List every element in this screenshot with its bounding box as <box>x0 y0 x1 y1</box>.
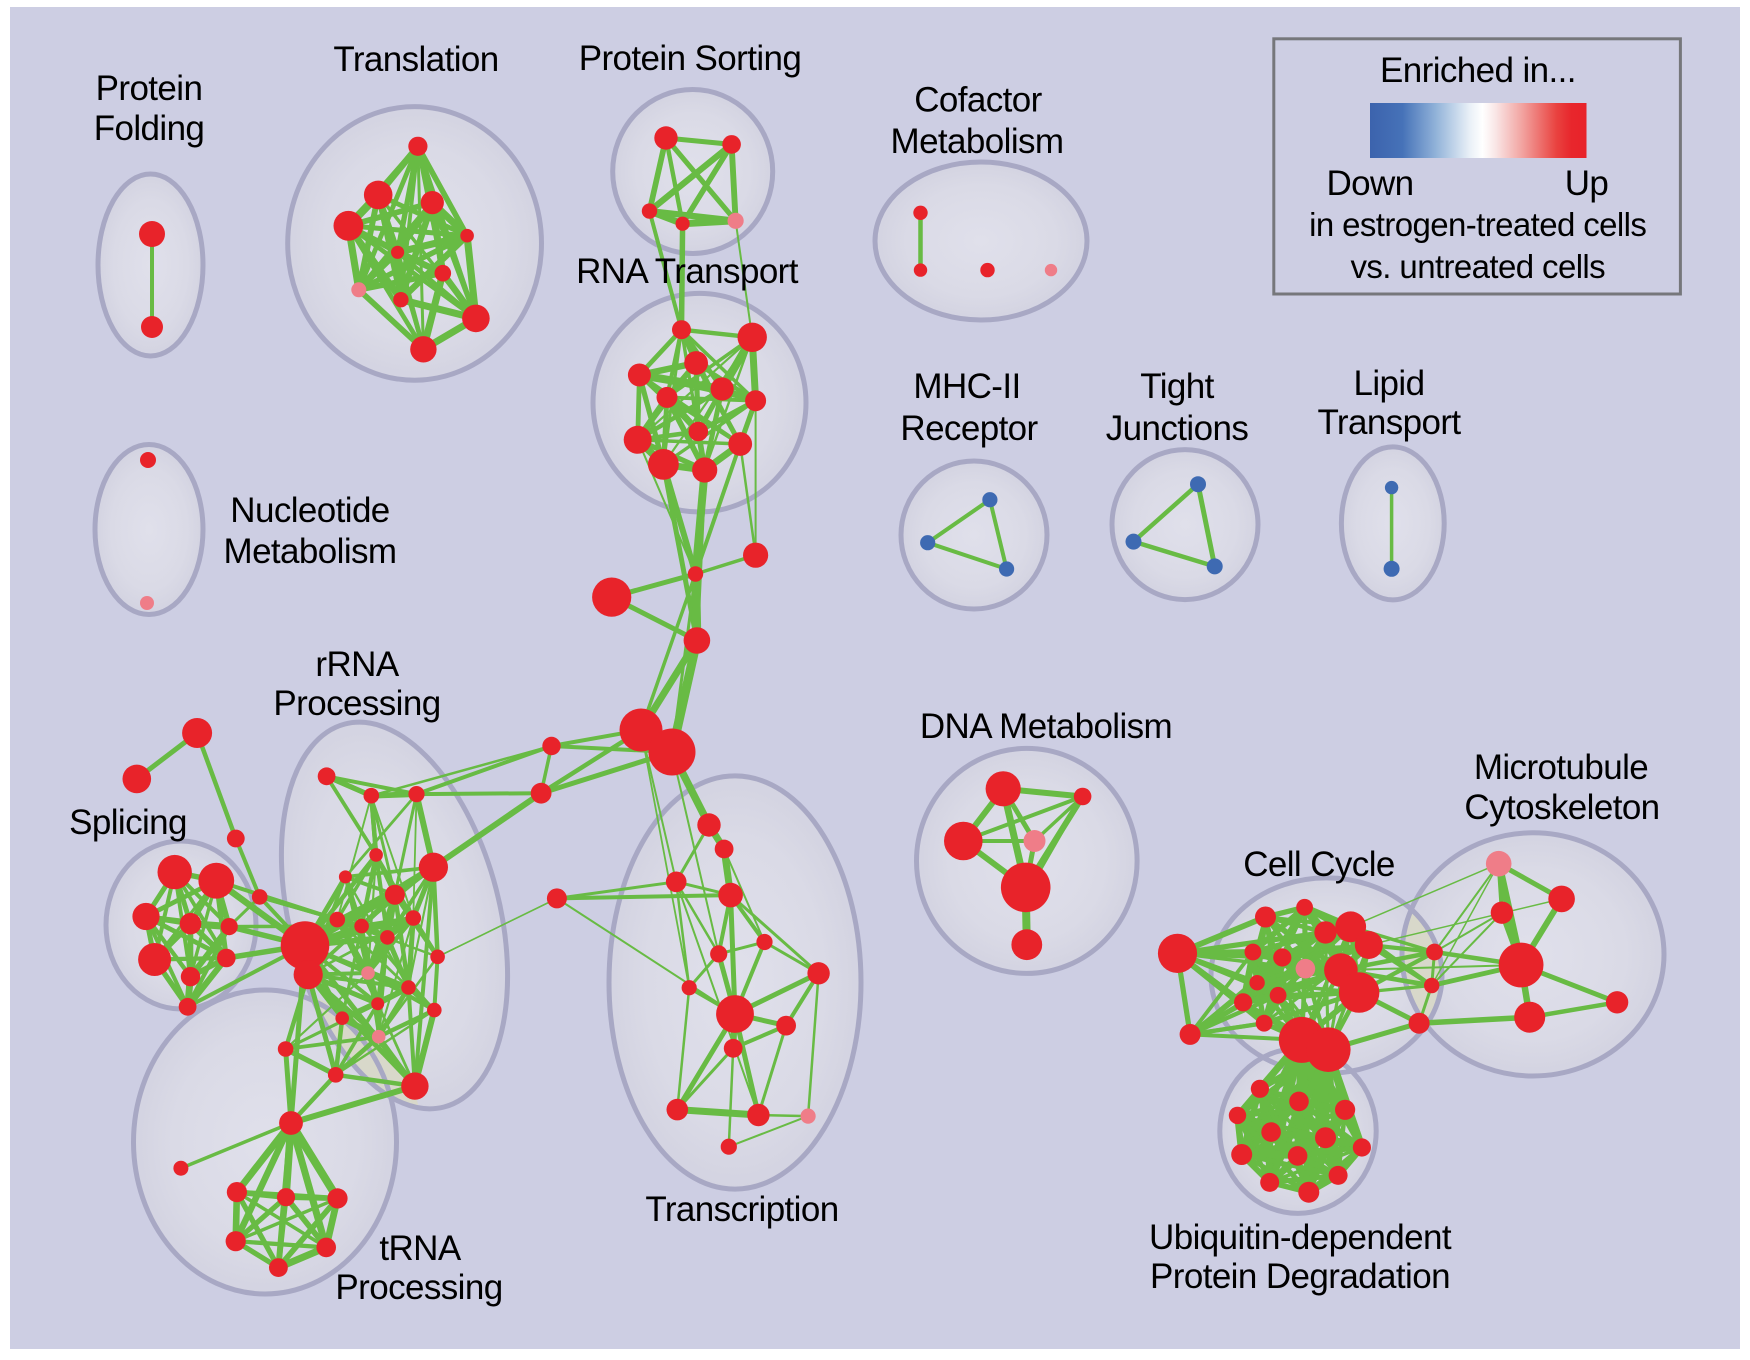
svg-text:DNA Metabolism: DNA Metabolism <box>920 707 1172 746</box>
svg-text:Processing: Processing <box>273 684 440 723</box>
svg-text:Transport: Transport <box>1317 403 1461 442</box>
svg-text:rRNA: rRNA <box>315 645 399 684</box>
svg-text:Metabolism: Metabolism <box>891 122 1064 161</box>
svg-text:Receptor: Receptor <box>900 409 1038 448</box>
svg-text:Down: Down <box>1326 164 1413 203</box>
svg-text:Protein: Protein <box>96 69 203 108</box>
svg-text:tRNA: tRNA <box>379 1229 461 1268</box>
svg-text:Up: Up <box>1565 164 1609 203</box>
svg-text:Transcription: Transcription <box>645 1190 838 1229</box>
svg-text:Protein Degradation: Protein Degradation <box>1150 1257 1450 1296</box>
svg-text:Splicing: Splicing <box>69 803 187 842</box>
svg-text:Processing: Processing <box>335 1268 502 1307</box>
svg-text:Ubiquitin-dependent: Ubiquitin-dependent <box>1149 1218 1452 1257</box>
svg-text:Protein Sorting: Protein Sorting <box>579 39 802 78</box>
svg-text:Translation: Translation <box>333 40 498 79</box>
svg-text:Folding: Folding <box>94 109 205 148</box>
svg-text:Cell Cycle: Cell Cycle <box>1243 845 1395 884</box>
svg-text:vs. untreated cells: vs. untreated cells <box>1351 248 1606 285</box>
svg-text:Junctions: Junctions <box>1106 409 1249 448</box>
svg-text:in estrogen-treated cells: in estrogen-treated cells <box>1309 206 1646 243</box>
svg-text:Enriched in...: Enriched in... <box>1380 51 1576 90</box>
svg-text:Metabolism: Metabolism <box>224 532 397 571</box>
svg-text:Lipid: Lipid <box>1354 364 1425 403</box>
svg-text:Cofactor: Cofactor <box>914 81 1042 120</box>
svg-text:Microtubule: Microtubule <box>1474 748 1648 787</box>
svg-text:Cytoskeleton: Cytoskeleton <box>1464 788 1659 827</box>
svg-text:Tight: Tight <box>1140 367 1214 406</box>
svg-text:Nucleotide: Nucleotide <box>230 491 389 530</box>
svg-text:RNA Transport: RNA Transport <box>576 252 799 291</box>
svg-text:MHC-II: MHC-II <box>913 367 1020 406</box>
